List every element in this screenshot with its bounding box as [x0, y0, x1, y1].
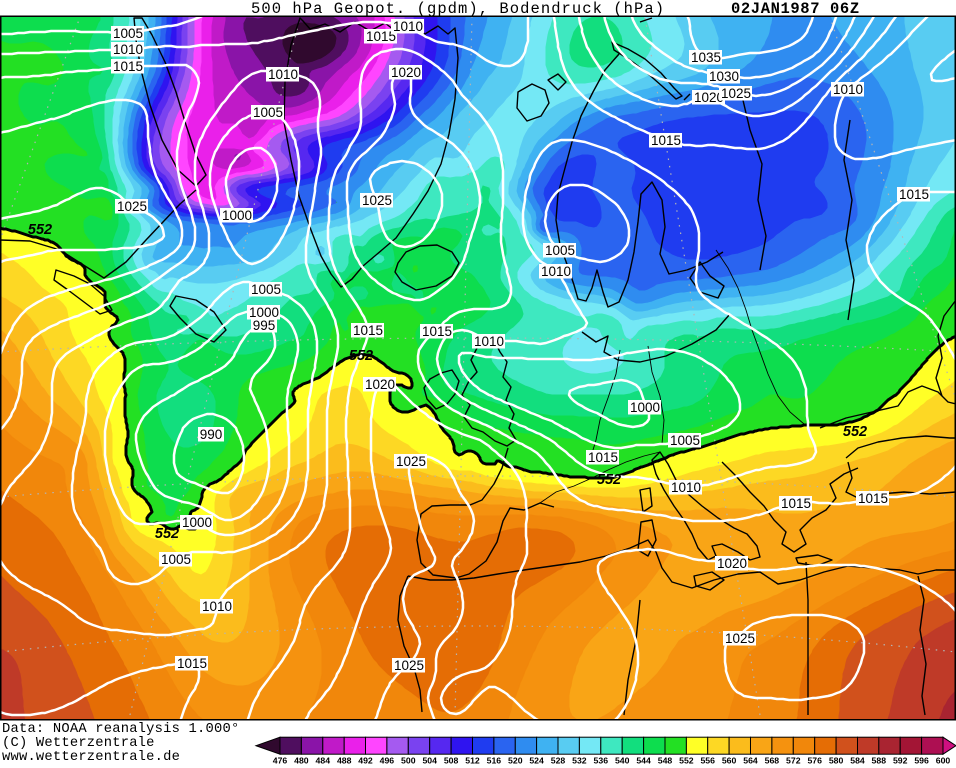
svg-text:568: 568 [765, 756, 780, 766]
svg-text:596: 596 [914, 756, 929, 766]
svg-text:492: 492 [358, 756, 373, 766]
svg-text:1000: 1000 [182, 515, 212, 530]
svg-text:532: 532 [572, 756, 587, 766]
svg-text:500: 500 [401, 756, 416, 766]
svg-text:520: 520 [508, 756, 523, 766]
svg-text:552: 552 [155, 526, 179, 542]
svg-text:1005: 1005 [161, 552, 191, 567]
svg-text:1025: 1025 [721, 86, 751, 101]
svg-text:556: 556 [700, 756, 715, 766]
svg-text:1010: 1010 [113, 42, 143, 57]
svg-text:1010: 1010 [833, 82, 863, 97]
svg-text:552: 552 [843, 424, 867, 440]
svg-text:1005: 1005 [545, 243, 575, 258]
svg-text:496: 496 [380, 756, 395, 766]
svg-text:484: 484 [316, 756, 331, 766]
svg-text:588: 588 [872, 756, 887, 766]
svg-text:1005: 1005 [113, 26, 143, 41]
svg-text:1005: 1005 [670, 433, 700, 448]
svg-text:508: 508 [444, 756, 459, 766]
svg-text:1010: 1010 [393, 19, 423, 34]
svg-text:1030: 1030 [709, 69, 739, 84]
svg-text:544: 544 [636, 756, 651, 766]
svg-text:1025: 1025 [725, 631, 755, 646]
svg-text:1015: 1015 [858, 491, 888, 506]
svg-text:1035: 1035 [691, 50, 721, 65]
svg-text:1015: 1015 [781, 496, 811, 511]
svg-text:552: 552 [597, 472, 621, 488]
svg-text:1010: 1010 [202, 599, 232, 614]
svg-text:524: 524 [529, 756, 544, 766]
svg-text:540: 540 [615, 756, 630, 766]
svg-text:572: 572 [786, 756, 801, 766]
svg-text:995: 995 [253, 318, 276, 333]
svg-text:1025: 1025 [394, 658, 424, 673]
svg-text:1025: 1025 [362, 193, 392, 208]
svg-text:476: 476 [273, 756, 288, 766]
svg-text:1015: 1015 [113, 59, 143, 74]
svg-text:580: 580 [829, 756, 844, 766]
svg-text:1010: 1010 [268, 67, 298, 82]
svg-text:1000: 1000 [630, 400, 660, 415]
svg-text:1015: 1015 [899, 187, 929, 202]
svg-text:512: 512 [465, 756, 480, 766]
svg-text:1020: 1020 [717, 556, 747, 571]
svg-text:1005: 1005 [251, 282, 281, 297]
svg-text:1005: 1005 [253, 105, 283, 120]
svg-text:1015: 1015 [651, 133, 681, 148]
svg-text:1020: 1020 [694, 90, 724, 105]
svg-text:1010: 1010 [474, 334, 504, 349]
svg-text:552: 552 [679, 756, 694, 766]
svg-text:564: 564 [743, 756, 758, 766]
svg-text:1020: 1020 [365, 377, 395, 392]
svg-text:536: 536 [594, 756, 609, 766]
svg-text:1000: 1000 [222, 208, 252, 223]
svg-text:1000: 1000 [249, 305, 279, 320]
svg-text:552: 552 [28, 222, 52, 238]
svg-text:592: 592 [893, 756, 908, 766]
svg-text:1015: 1015 [353, 323, 383, 338]
svg-text:1015: 1015 [177, 656, 207, 671]
svg-text:1015: 1015 [422, 324, 452, 339]
svg-text:528: 528 [551, 756, 566, 766]
svg-text:548: 548 [658, 756, 673, 766]
svg-text:584: 584 [850, 756, 865, 766]
svg-text:1010: 1010 [671, 480, 701, 495]
svg-text:560: 560 [722, 756, 737, 766]
svg-text:480: 480 [294, 756, 309, 766]
svg-text:1015: 1015 [588, 450, 618, 465]
svg-text:516: 516 [487, 756, 502, 766]
svg-text:552: 552 [349, 348, 373, 364]
svg-text:504: 504 [422, 756, 437, 766]
svg-text:1025: 1025 [117, 199, 147, 214]
svg-text:600: 600 [936, 756, 951, 766]
svg-text:488: 488 [337, 756, 352, 766]
svg-text:1015: 1015 [366, 29, 396, 44]
svg-text:1025: 1025 [396, 454, 426, 469]
svg-text:1020: 1020 [391, 65, 421, 80]
svg-text:1010: 1010 [541, 264, 571, 279]
svg-text:576: 576 [807, 756, 822, 766]
svg-text:990: 990 [200, 427, 223, 442]
